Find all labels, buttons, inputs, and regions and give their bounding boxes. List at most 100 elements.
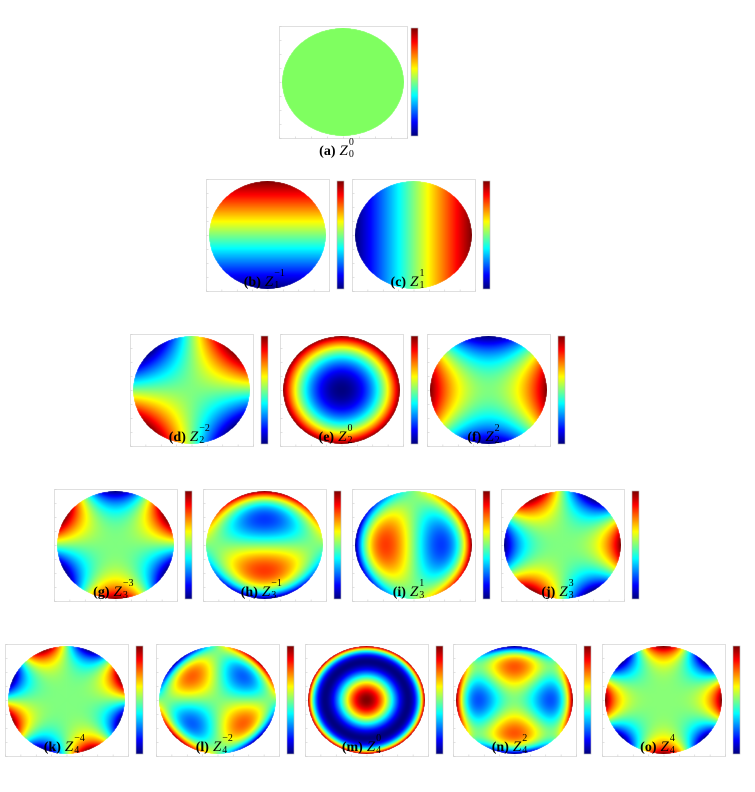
- azimuthal-index: 1: [419, 268, 425, 279]
- panel-label: (o): [640, 740, 657, 755]
- zernike-plot: [203, 489, 342, 602]
- panel-k: [5, 644, 147, 760]
- radial-index: 3: [419, 590, 425, 601]
- colorbar-frame: [557, 335, 566, 445]
- colorbar-frame: [333, 490, 342, 600]
- panel-caption: (c) Z 1 1: [390, 268, 438, 293]
- panel-m: [305, 644, 447, 760]
- zernike-surface: [456, 646, 573, 754]
- zernike-symbol: Z: [338, 429, 347, 445]
- panel-caption: (i) Z 1 3: [392, 578, 438, 603]
- panel-caption: (j) Z 3 3: [541, 578, 587, 603]
- zernike-surface: [133, 336, 250, 444]
- radial-index: 2: [494, 435, 500, 446]
- panel-j: [501, 489, 643, 605]
- panel-label: (n): [491, 740, 509, 755]
- zernike-plot: [54, 489, 193, 602]
- azimuthal-index: 2: [494, 423, 500, 434]
- panel-label: (g): [93, 585, 110, 600]
- colorbar-frame: [184, 490, 193, 600]
- zernike-symbol: Z: [559, 584, 568, 600]
- colorbar-frame: [135, 645, 144, 755]
- panel-label: (i): [392, 585, 406, 600]
- panel-h: [203, 489, 345, 605]
- zernike-plot: [156, 644, 295, 757]
- azimuthal-index: −2: [222, 733, 233, 744]
- zernike-plot: [427, 334, 566, 447]
- colorbar: [632, 491, 639, 599]
- zernike-plot: [602, 644, 741, 757]
- zernike-surface: [282, 28, 404, 136]
- zernike-surface: [355, 491, 472, 599]
- panel-label: (b): [243, 275, 261, 290]
- zernike-surface: [57, 491, 174, 599]
- panel-caption: (e) Z 0 2: [318, 423, 366, 448]
- colorbar: [411, 336, 418, 444]
- colorbar: [337, 181, 344, 289]
- colorbar: [483, 181, 490, 289]
- panel-label: (a): [319, 144, 336, 159]
- azimuthal-index: 1: [419, 578, 425, 589]
- panel-caption: (h) Z −1 3: [240, 578, 289, 603]
- azimuthal-index: 0: [347, 423, 353, 434]
- zernike-plot: [279, 26, 419, 139]
- colorbar: [334, 491, 341, 599]
- panel-caption: (f) Z 2 2: [467, 423, 512, 448]
- zernike-symbol: Z: [409, 584, 419, 600]
- zernike-indices: −1 3: [271, 578, 289, 603]
- panel-label: (c): [390, 275, 407, 290]
- radial-index: 4: [669, 745, 675, 756]
- zernike-plot: [305, 644, 444, 757]
- panel-g: [54, 489, 196, 605]
- colorbar: [136, 646, 143, 754]
- zernike-symbol: Z: [264, 274, 274, 290]
- zernike-surface: [8, 646, 125, 754]
- colorbar: [411, 28, 418, 136]
- zernike-symbol: Z: [64, 739, 74, 755]
- colorbar: [733, 646, 740, 754]
- panel-caption: (g) Z −3 3: [93, 578, 141, 603]
- radial-index: 3: [122, 590, 128, 601]
- colorbar: [185, 491, 192, 599]
- colorbar-frame: [435, 645, 444, 755]
- azimuthal-index: −1: [274, 268, 285, 279]
- panel-i: [352, 489, 494, 605]
- panel-e: [280, 334, 422, 450]
- zernike-plot: [453, 644, 592, 757]
- panel-n: [453, 644, 595, 760]
- radial-index: 0: [348, 149, 354, 160]
- colorbar-frame: [410, 335, 419, 445]
- colorbar-frame: [286, 645, 295, 755]
- azimuthal-index: −1: [271, 578, 282, 589]
- zernike-symbol: Z: [113, 584, 122, 600]
- radial-index: 4: [222, 745, 228, 756]
- zernike-symbol: Z: [485, 429, 494, 445]
- zernike-indices: −1 1: [274, 268, 292, 293]
- panel-caption: (b) Z −1 1: [243, 268, 292, 293]
- panel-d: [130, 334, 272, 450]
- colorbar: [287, 646, 294, 754]
- panel-caption: (a) Z 0 0: [319, 137, 367, 162]
- zernike-symbol: Z: [410, 274, 419, 290]
- radial-index: 3: [568, 590, 574, 601]
- zernike-surface: [605, 646, 722, 754]
- azimuthal-index: 2: [522, 733, 528, 744]
- azimuthal-index: −4: [74, 733, 85, 744]
- zernike-plot: [352, 489, 491, 602]
- azimuthal-index: 3: [568, 578, 574, 589]
- panel-label: (e): [318, 430, 335, 445]
- azimuthal-index: 4: [669, 733, 675, 744]
- panel-label: (f): [467, 430, 482, 445]
- panel-label: (h): [240, 585, 258, 600]
- zernike-surface: [209, 181, 326, 289]
- colorbar-frame: [482, 180, 491, 290]
- colorbar-frame: [583, 645, 592, 755]
- panel-a: [279, 26, 422, 142]
- zernike-plot: [130, 334, 269, 447]
